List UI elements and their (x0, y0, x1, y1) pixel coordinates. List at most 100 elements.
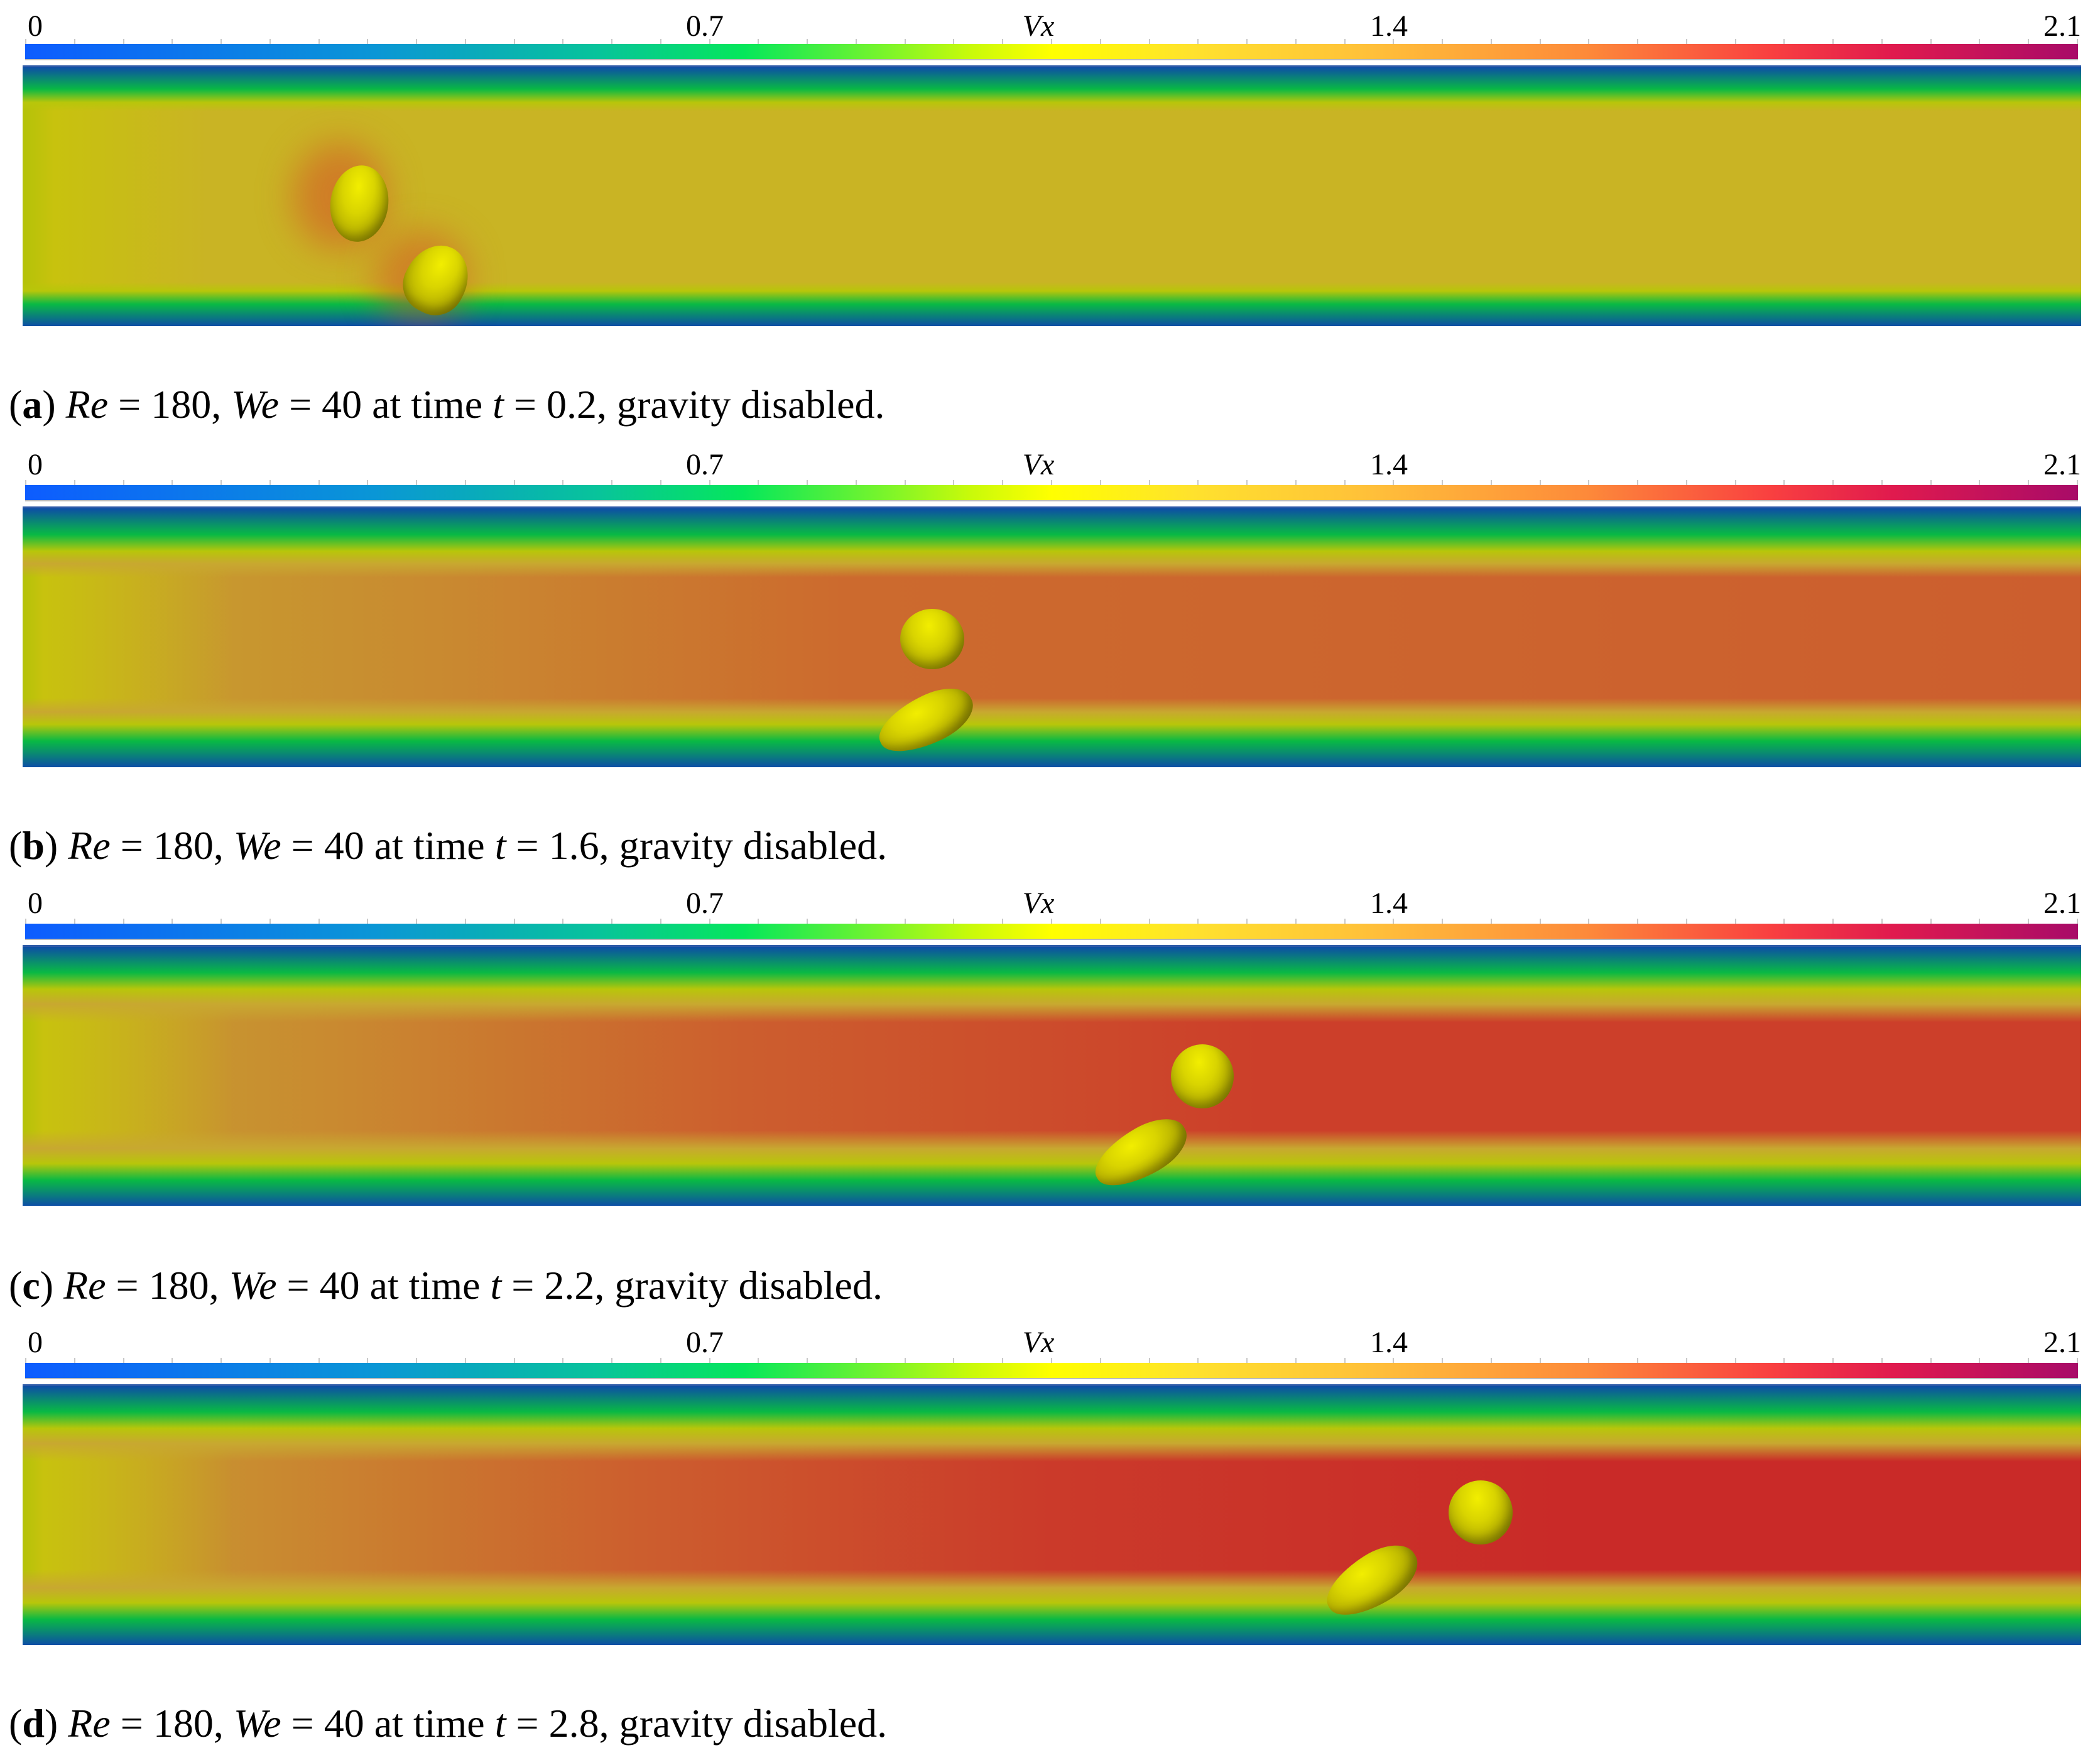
colorbar-tick (367, 919, 369, 925)
colorbar-tick (1930, 919, 1932, 925)
colorbar-tick (1685, 1358, 1687, 1364)
colorbar-tick (1783, 919, 1785, 925)
caption-c: (c) Re = 180, We = 40 at time t = 2.2, g… (9, 1263, 883, 1308)
colorbar-tick (1832, 480, 1834, 486)
colorbar (25, 1363, 2078, 1379)
colorbar-tick (73, 919, 75, 925)
colorbar-label-min: 0 (28, 887, 43, 920)
colorbar-tick (1099, 919, 1101, 925)
colorbar-tick (562, 1358, 564, 1364)
colorbar-tick (904, 480, 906, 486)
colorbar-label-min: 0 (28, 1326, 43, 1359)
colorbar-tick (1295, 919, 1297, 925)
colorbar-tick (611, 39, 613, 45)
colorbar-tick (464, 39, 466, 45)
colorbar-tick (1295, 39, 1297, 45)
colorbar-label-1.4: 1.4 (1370, 448, 1408, 481)
colorbar-tick (1197, 1358, 1199, 1364)
colorbar-tick (758, 39, 759, 45)
colorbar-tick (660, 480, 661, 486)
colorbar-tick (220, 480, 222, 486)
colorbar-tick (318, 480, 320, 486)
colorbar-tick (269, 1358, 271, 1364)
colorbar-tick (1295, 1358, 1297, 1364)
colorbar-tick (709, 919, 710, 925)
colorbar-tick (953, 480, 955, 486)
colorbar-tick (611, 1358, 613, 1364)
colorbar-tick (513, 39, 515, 45)
velocity-field-a (23, 65, 2081, 326)
colorbar-tick (904, 39, 906, 45)
colorbar-tick (1685, 919, 1687, 925)
colorbar-tick (1051, 919, 1052, 925)
colorbar-tick (2028, 480, 2030, 486)
colorbar-tick (1881, 480, 1883, 486)
colorbar-label-min: 0 (28, 448, 43, 481)
colorbar-tick (1442, 919, 1444, 925)
caption-b: (b) Re = 180, We = 40 at time t = 1.6, g… (9, 823, 888, 868)
colorbar-tick (464, 480, 466, 486)
colorbar-tick (2077, 919, 2078, 925)
colorbar-tick (220, 919, 222, 925)
colorbar-tick (1637, 919, 1639, 925)
colorbar-tick (73, 1358, 75, 1364)
colorbar-tick (1539, 39, 1541, 45)
colorbar-tick (807, 919, 808, 925)
colorbar-tick (562, 919, 564, 925)
colorbar-tick (1197, 919, 1199, 925)
colorbar-label-max: 2.1 (2043, 9, 2081, 43)
colorbar-tick (1246, 1358, 1248, 1364)
colorbar-tick (709, 1358, 710, 1364)
colorbar-title: Vx (1022, 887, 1055, 920)
colorbar-tick (1832, 919, 1834, 925)
colorbar (25, 924, 2078, 940)
colorbar-tick (1148, 1358, 1150, 1364)
colorbar-tick (318, 39, 320, 45)
colorbar-tick (2028, 919, 2030, 925)
colorbar-tick (25, 480, 26, 486)
colorbar-tick (953, 919, 955, 925)
colorbar-tick (318, 919, 320, 925)
colorbar-tick (1637, 480, 1639, 486)
colorbar-tick (1539, 1358, 1541, 1364)
colorbar-tick (416, 1358, 418, 1364)
colorbar-tick (1051, 39, 1052, 45)
colorbar-tick (1588, 39, 1590, 45)
colorbar-tick (660, 919, 661, 925)
colorbar-tick (269, 39, 271, 45)
colorbar-label-max: 2.1 (2043, 887, 2081, 920)
colorbar-title: Vx (1022, 1326, 1055, 1359)
colorbar-ticks (25, 1358, 2078, 1364)
colorbar-tick (1783, 480, 1785, 486)
colorbar-tick (1344, 919, 1346, 925)
colorbar-tick (220, 1358, 222, 1364)
colorbar-tick (1979, 1358, 1981, 1364)
colorbar-tick (1979, 39, 1981, 45)
colorbar-tick (1979, 919, 1981, 925)
colorbar-tick (464, 1358, 466, 1364)
colorbar-tick (904, 919, 906, 925)
colorbar-tick (1637, 39, 1639, 45)
colorbar-tick (1490, 39, 1492, 45)
colorbar-tick (1442, 39, 1444, 45)
colorbar-tick (513, 480, 515, 486)
colorbar-tick (513, 1358, 515, 1364)
colorbar-tick (2028, 39, 2030, 45)
colorbar-tick (1490, 1358, 1492, 1364)
colorbar-tick (1783, 1358, 1785, 1364)
colorbar-tick (1442, 480, 1444, 486)
colorbar-tick (1099, 39, 1101, 45)
caption-d: (d) Re = 180, We = 40 at time t = 2.8, g… (9, 1701, 888, 1746)
bubble-upper (900, 609, 964, 669)
colorbar-tick (25, 39, 26, 45)
colorbar-tick (1881, 39, 1883, 45)
colorbar-tick (2028, 1358, 2030, 1364)
colorbar-tick (1881, 919, 1883, 925)
colorbar-tick (1393, 919, 1395, 925)
colorbar-tick (1734, 39, 1736, 45)
colorbar-tick (171, 39, 173, 45)
colorbar-tick (513, 919, 515, 925)
colorbar-tick (807, 39, 808, 45)
colorbar-ticks (25, 919, 2078, 925)
colorbar-label-1.4: 1.4 (1370, 9, 1408, 43)
